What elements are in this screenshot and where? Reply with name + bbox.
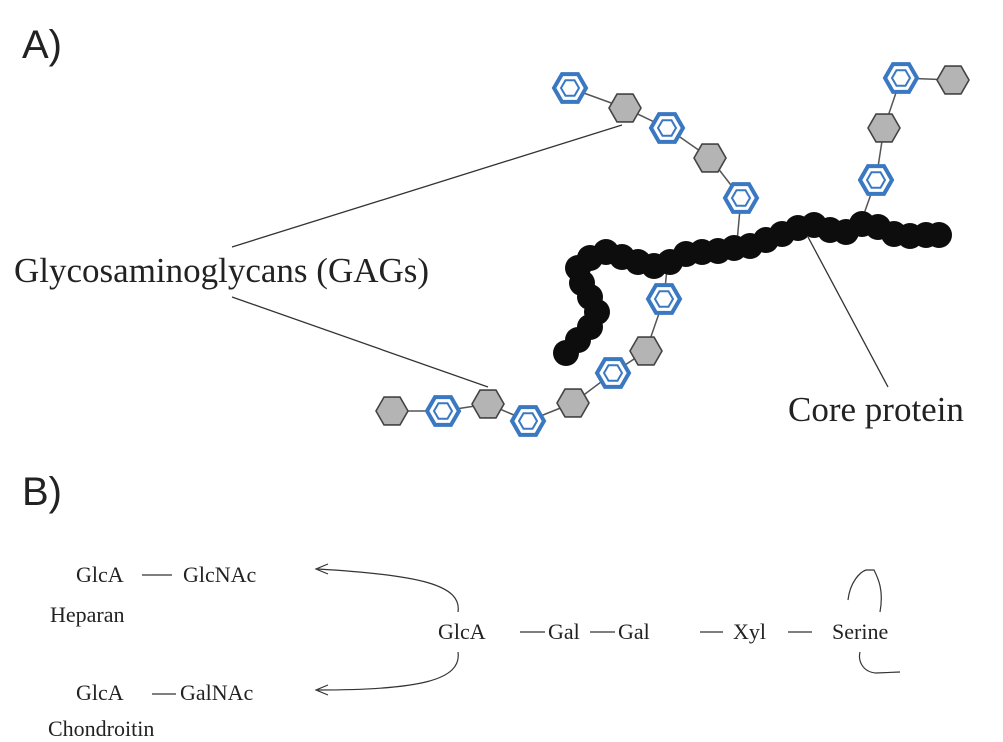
gray-sugar-hexagon bbox=[629, 336, 663, 366]
blue-sugar-inner-ring bbox=[890, 69, 912, 87]
gag-sugars bbox=[375, 62, 970, 437]
blue-sugar-inner-ring bbox=[656, 119, 678, 137]
gag-leader-upper bbox=[231, 124, 623, 248]
core-protein-bead bbox=[926, 222, 952, 248]
serine-bracket-bottom bbox=[858, 651, 901, 674]
chondroitin-galnac: GalNAc bbox=[180, 680, 254, 705]
linker-glca: GlcA bbox=[438, 619, 486, 644]
arrow-to-heparan bbox=[317, 568, 459, 613]
serine-bracket-top bbox=[847, 569, 882, 613]
blue-sugar-inner-ring bbox=[432, 402, 454, 420]
blue-sugar-inner-ring bbox=[653, 290, 675, 308]
gag-leader-lower bbox=[231, 296, 489, 388]
linker-serine: Serine bbox=[832, 619, 888, 644]
linker-gal-1: Gal bbox=[548, 619, 580, 644]
serine-bracket bbox=[847, 569, 901, 674]
gag-label: Glycosaminoglycans (GAGs) bbox=[14, 251, 429, 290]
core-protein bbox=[553, 211, 952, 366]
blue-sugar-inner-ring bbox=[602, 364, 624, 382]
blue-sugar-hexagon bbox=[882, 62, 920, 94]
chondroitin-name: Chondroitin bbox=[48, 716, 154, 741]
blue-sugar-hexagon bbox=[648, 112, 686, 144]
heparan-glca: GlcA bbox=[76, 562, 124, 587]
gray-sugar-hexagon bbox=[936, 65, 970, 95]
linker-xyl: Xyl bbox=[733, 619, 766, 644]
arrow-to-chondroitin bbox=[317, 651, 459, 691]
linker-gal-2: Gal bbox=[618, 619, 650, 644]
heparan-glcnac: GlcNAc bbox=[183, 562, 257, 587]
core-protein-label: Core protein bbox=[788, 390, 964, 429]
blue-sugar-inner-ring bbox=[730, 189, 752, 207]
branch-arrows bbox=[314, 563, 459, 696]
blue-sugar-hexagon bbox=[857, 164, 895, 196]
blue-sugar-hexagon bbox=[594, 357, 632, 389]
gray-sugar-hexagon bbox=[471, 389, 505, 419]
blue-sugar-inner-ring bbox=[865, 171, 887, 189]
gray-sugar-hexagon bbox=[867, 113, 901, 143]
heparan-name: Heparan bbox=[50, 602, 125, 627]
blue-sugar-hexagon bbox=[645, 283, 683, 315]
panel-b-label: B) bbox=[22, 470, 62, 514]
chondroitin-glca: GlcA bbox=[76, 680, 124, 705]
gray-sugar-hexagon bbox=[693, 143, 727, 173]
panel-a-label: A) bbox=[22, 23, 62, 67]
blue-sugar-hexagon bbox=[424, 395, 462, 427]
blue-sugar-hexagon bbox=[551, 72, 589, 104]
blue-sugar-hexagon bbox=[509, 405, 547, 437]
blue-sugar-hexagon bbox=[722, 182, 760, 214]
blue-sugar-inner-ring bbox=[559, 79, 581, 97]
gray-sugar-hexagon bbox=[375, 396, 409, 426]
gray-sugar-hexagon bbox=[608, 93, 642, 123]
core-leader bbox=[807, 236, 889, 388]
leader-lines bbox=[231, 124, 889, 388]
blue-sugar-inner-ring bbox=[517, 412, 539, 430]
gray-sugar-hexagon bbox=[556, 388, 590, 418]
